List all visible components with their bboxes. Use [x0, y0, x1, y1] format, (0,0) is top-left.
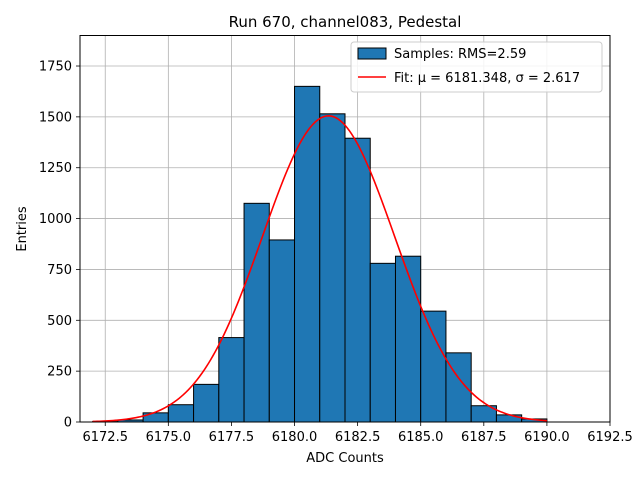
x-axis-label: ADC Counts	[306, 451, 384, 466]
x-tick-label: 6172.5	[82, 430, 128, 445]
x-tick-label: 6190.0	[524, 430, 570, 445]
histogram-bar	[420, 310, 447, 423]
y-tick-label: 500	[47, 314, 72, 329]
y-tick-label: 1500	[39, 110, 72, 125]
histogram-bar	[218, 337, 245, 423]
legend-samples-swatch	[357, 47, 387, 60]
y-tick-label: 1750	[39, 60, 72, 75]
x-axis-ticks: 6172.5 6175.0 6177.5 6180.0 6182.5 6185.0 6187…	[82, 422, 633, 445]
fit-curve	[92, 115, 547, 423]
y-tick-label: 1000	[39, 212, 72, 227]
histogram-bar	[167, 404, 195, 423]
histogram-bar	[394, 255, 422, 423]
histogram-bar	[319, 113, 346, 423]
x-tick-label: 6185.0	[398, 430, 444, 445]
y-tick-label: 750	[47, 263, 72, 278]
y-tick-label: 0	[64, 416, 72, 431]
y-axis-label: Entries	[15, 206, 30, 252]
x-tick-label: 6187.5	[461, 430, 507, 445]
x-tick-label: 6192.5	[587, 430, 633, 445]
y-tick-label: 1250	[39, 161, 72, 176]
histogram-bar	[193, 383, 220, 423]
plot-frame	[79, 35, 611, 423]
legend-fit-label: Fit: μ = 6181.348, σ = 2.617	[394, 71, 580, 86]
y-tick-label: 250	[47, 365, 72, 380]
x-tick-label: 6175.0	[146, 430, 192, 445]
legend-samples-label: Samples: RMS=2.59	[394, 47, 526, 62]
x-tick-label: 6177.5	[209, 430, 255, 445]
legend-box	[350, 41, 603, 93]
histogram-bar	[495, 414, 523, 423]
y-axis-ticks: 0 250 500 750 1000 1250 1500 1750	[39, 60, 80, 431]
histogram-bar	[344, 137, 371, 423]
chart-title: Run 670, channel083, Pedestal	[229, 13, 462, 31]
histogram-bars	[92, 85, 548, 423]
legend: Samples: RMS=2.59 Fit: μ = 6181.348, σ =…	[350, 41, 603, 93]
histogram-bar	[243, 202, 270, 423]
x-tick-label: 6180.0	[272, 430, 318, 445]
histogram-bar	[294, 85, 321, 423]
x-tick-label: 6182.5	[335, 430, 381, 445]
histogram-bar	[268, 239, 296, 423]
histogram-bar	[369, 262, 396, 423]
